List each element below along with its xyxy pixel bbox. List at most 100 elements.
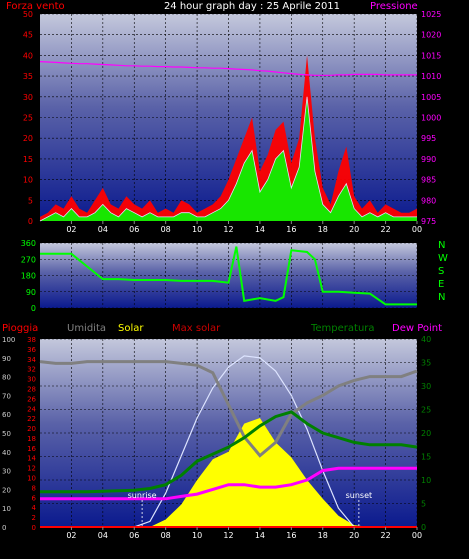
- temperature-x-tick-label: 00: [412, 531, 422, 540]
- rain-tick-label: 10: [27, 475, 36, 483]
- humidity-tick-label: 100: [2, 336, 15, 344]
- wind-left-tick-label: 10: [23, 176, 33, 185]
- direction-left-tick-label: 360: [21, 239, 36, 248]
- direction-line: [40, 246, 417, 306]
- temperature-tick-label: 35: [421, 359, 431, 368]
- direction-compass-label: N: [438, 292, 445, 303]
- humidity-tick-label: 70: [2, 392, 11, 400]
- solar-area: [40, 418, 417, 527]
- legend-umidita: Umidita: [67, 323, 106, 334]
- wind-left-tick-label: 20: [23, 134, 33, 143]
- temperature-tick-label: 30: [421, 382, 431, 391]
- rain-tick-label: 12: [27, 465, 36, 473]
- temperature-x-tick-label: 06: [129, 531, 139, 540]
- direction-compass-label: E: [438, 279, 444, 290]
- temperature-x-tick-label: 20: [349, 531, 359, 540]
- pressure-right-tick-label: 1000: [421, 114, 441, 123]
- wind-x-tick-label: 10: [192, 225, 202, 234]
- temperature-x-tick-label: 18: [318, 531, 328, 540]
- direction-left-tick-label: 270: [21, 255, 36, 264]
- rain-tick-label: 0: [32, 524, 36, 532]
- wind-gust-area: [40, 55, 417, 222]
- temperature-tick-label: 20: [421, 429, 431, 438]
- rain-tick-label: 20: [27, 425, 36, 433]
- dew-point-line: [40, 466, 417, 501]
- temperature-x-tick-label: 12: [223, 531, 233, 540]
- pressure-right-tick-label: 1025: [421, 10, 441, 19]
- pressure-right-tick-label: 1020: [421, 31, 441, 40]
- sunset-label: sunset: [346, 491, 373, 500]
- rain-tick-label: 14: [27, 455, 36, 463]
- temperature-tick-label: 25: [421, 406, 431, 415]
- direction-left-tick-label: 0: [31, 304, 36, 313]
- temperature-x-tick-label: 08: [161, 531, 171, 540]
- rain-tick-label: 8: [32, 484, 36, 492]
- humidity-line: [39, 360, 418, 458]
- rain-tick-label: 4: [32, 504, 37, 512]
- rain-tick-label: 16: [27, 445, 36, 453]
- wind-left-tick-label: 50: [23, 10, 33, 19]
- temperature-x-tick-label: 10: [192, 531, 202, 540]
- humidity-tick-label: 60: [2, 411, 11, 419]
- wind-left-tick-label: 30: [23, 93, 33, 102]
- wind-x-tick-label: 04: [98, 225, 108, 234]
- wind-x-tick-label: 20: [349, 225, 359, 234]
- pressure-right-tick-label: 975: [421, 217, 436, 226]
- wind-left-tick-label: 5: [28, 196, 33, 205]
- wind-x-tick-label: 08: [161, 225, 171, 234]
- legend-solar: Solar: [118, 323, 144, 334]
- temperature-tick-label: 40: [421, 335, 431, 344]
- legend-max-solar: Max solar: [172, 323, 221, 334]
- humidity-tick-label: 50: [2, 430, 11, 438]
- humidity-tick-label: 40: [2, 449, 11, 457]
- rain-tick-label: 30: [27, 376, 36, 384]
- wind-x-tick-label: 18: [318, 225, 328, 234]
- rain-tick-label: 6: [32, 494, 37, 502]
- humidity-tick-label: 30: [2, 468, 11, 476]
- pressure-right-tick-label: 990: [421, 155, 436, 164]
- humidity-tick-label: 90: [2, 355, 11, 363]
- pressure-right-tick-label: 1010: [421, 72, 441, 81]
- humidity-tick-label: 20: [2, 486, 11, 494]
- rain-tick-label: 24: [27, 405, 36, 413]
- direction-compass-label: S: [438, 266, 444, 277]
- direction-left-tick-label: 90: [26, 288, 36, 297]
- wind-x-tick-label: 22: [380, 225, 390, 234]
- rain-tick-label: 34: [27, 356, 36, 364]
- rain-tick-label: 38: [27, 336, 36, 344]
- pressure-line: [39, 61, 417, 76]
- wind-x-tick-label: 14: [255, 225, 265, 234]
- pressure-right-tick-label: 980: [421, 196, 436, 205]
- wind-left-tick-label: 0: [28, 217, 33, 226]
- temperature-tick-label: 10: [421, 476, 431, 485]
- temperature-x-tick-label: 22: [380, 531, 390, 540]
- wind-x-tick-label: 12: [223, 225, 233, 234]
- wind-left-label: Forza vento: [6, 1, 65, 12]
- direction-left-tick-label: 180: [21, 272, 36, 281]
- rain-tick-label: 32: [27, 366, 36, 374]
- wind-x-tick-label: 00: [412, 225, 422, 234]
- pressure-right-label: Pressione: [370, 1, 418, 12]
- temperature-tick-label: 0: [421, 523, 426, 532]
- humidity-tick-label: 10: [2, 505, 11, 513]
- pressure-right-tick-label: 1015: [421, 51, 441, 60]
- legend-pioggia: Pioggia: [2, 323, 38, 334]
- wind-left-tick-label: 45: [23, 31, 33, 40]
- wind-left-tick-label: 15: [23, 155, 33, 164]
- wind-x-tick-label: 02: [66, 225, 76, 234]
- temperature-tick-label: 15: [421, 453, 431, 462]
- wind-left-tick-label: 40: [23, 51, 33, 60]
- graph-title: 24 hour graph day : 25 Aprile 2011: [164, 1, 340, 12]
- rain-tick-label: 36: [27, 346, 36, 354]
- sunrise-label: sunrise: [128, 491, 157, 500]
- rain-tick-label: 2: [32, 514, 36, 522]
- temperature-tick-label: 5: [421, 500, 426, 509]
- legend-temperatura: Temperatura: [310, 323, 375, 334]
- direction-compass-label: W: [438, 253, 448, 264]
- temperature-x-tick-label: 16: [286, 531, 296, 540]
- legend-dew-point: Dew Point: [392, 323, 442, 334]
- direction-compass-label: N: [438, 240, 445, 251]
- wind-left-tick-label: 25: [23, 114, 33, 123]
